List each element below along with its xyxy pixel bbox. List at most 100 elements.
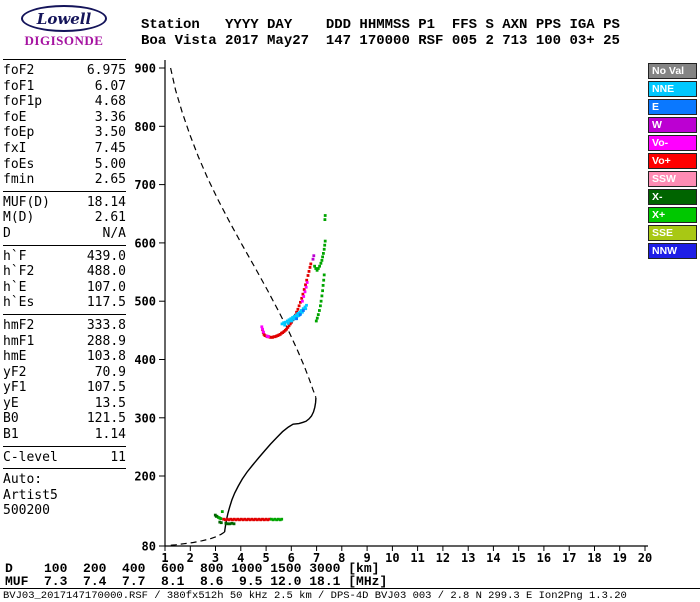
svg-text:80: 80	[142, 540, 156, 554]
svg-text:5: 5	[262, 551, 269, 565]
param-row-b1: B1 1.14	[3, 427, 126, 443]
param-separator	[3, 445, 126, 447]
param-row-fxi: fxI 7.45	[3, 141, 126, 157]
trace-Es-trace-O-mode	[222, 517, 271, 522]
param-label: C-level	[3, 449, 58, 465]
legend-item-no-val: No Val	[648, 63, 697, 79]
legend-item-x-: X-	[648, 189, 697, 205]
svg-text:700: 700	[134, 178, 156, 192]
legend-item-vo-: Vo-	[648, 135, 697, 151]
logo-product: DIGISONDE	[24, 33, 104, 48]
param-value: 6.07	[94, 78, 126, 94]
param-separator	[3, 59, 126, 60]
svg-text:200: 200	[134, 470, 156, 484]
legend-label: X-	[652, 191, 663, 203]
svg-text:14: 14	[486, 551, 500, 565]
legend-label: Vo-	[652, 137, 669, 149]
svg-text:8: 8	[338, 551, 345, 565]
topside-model-dashed	[170, 67, 317, 399]
param-label: foEp	[3, 125, 35, 141]
footer-divider	[0, 588, 700, 589]
param-label: foE	[3, 109, 27, 125]
svg-text:16: 16	[537, 551, 551, 565]
legend-label: SSW	[652, 173, 676, 185]
logo-name: Lowell	[36, 9, 92, 28]
param-row-500200: 500200	[3, 503, 126, 519]
param-value: 288.9	[86, 333, 126, 349]
param-value: 13.5	[94, 395, 126, 411]
svg-text:500: 500	[134, 295, 156, 309]
param-label: yE	[3, 395, 19, 411]
trace-F-trace-doppler-neg	[260, 281, 309, 339]
param-label: 500200	[3, 503, 50, 519]
param-row-auto: Auto:	[3, 472, 126, 488]
trace-F-trace-W-points	[311, 254, 316, 261]
param-label: fmin	[3, 172, 35, 188]
param-label: h`E	[3, 279, 27, 295]
legend-item-nne: NNE	[648, 81, 697, 97]
distance-row: D 100 200 400 600 800 1000 1500 3000 [km…	[5, 561, 380, 576]
status-line: BVJ03_2017147170000.RSF / 380fx512h 50 k…	[3, 590, 627, 602]
param-label: h`F	[3, 248, 27, 264]
legend-item-nnw: NNW	[648, 243, 697, 259]
svg-text:1: 1	[161, 551, 168, 565]
svg-text:400: 400	[134, 353, 156, 367]
axes	[164, 60, 648, 547]
param-label: hmF1	[3, 333, 35, 349]
legend-label: NNE	[652, 83, 675, 95]
param-row-foes: foEs 5.00	[3, 157, 126, 173]
param-row-clevel: C-level 11	[3, 450, 126, 466]
param-separator	[3, 190, 126, 192]
param-row-ye: yE 13.5	[3, 396, 126, 412]
param-value: 6.975	[86, 63, 126, 78]
bottomside-profile-solid	[223, 397, 317, 533]
param-row-foep: foEp 3.50	[3, 125, 126, 141]
param-value: 1.14	[94, 427, 126, 443]
param-label: Artist5	[3, 487, 58, 503]
param-value: 2.65	[94, 172, 126, 188]
param-row-hme: hmE 103.8	[3, 349, 126, 365]
param-row-yf1: yF1 107.5	[3, 380, 126, 396]
param-value: 3.36	[94, 109, 126, 125]
svg-text:15: 15	[511, 551, 525, 565]
param-value: 103.8	[86, 349, 126, 365]
param-row-hmf1: hmF1 288.9	[3, 334, 126, 350]
param-row-mufd: MUF(D) 18.14	[3, 195, 126, 211]
legend-item-e: E	[648, 99, 697, 115]
legend-label: E	[652, 101, 660, 113]
param-label: yF1	[3, 380, 27, 396]
svg-text:20: 20	[638, 551, 652, 565]
svg-text:19: 19	[612, 551, 626, 565]
param-value: 18.14	[86, 194, 126, 210]
svg-text:800: 800	[134, 120, 156, 134]
legend-label: No Val	[652, 65, 685, 77]
param-value: 5.00	[94, 156, 126, 172]
param-label: yF2	[3, 364, 27, 380]
param-value: 117.5	[86, 295, 126, 311]
legend-label: X+	[652, 209, 666, 221]
param-value: N/A	[102, 225, 126, 241]
param-row-fmin: fmin 2.65	[3, 172, 126, 188]
x-ticks: 1 2 3 4 5 6 7 8 9 10 11 12 13 14 15 16 17 18 19 20	[161, 546, 652, 565]
param-separator	[3, 468, 126, 470]
trace-F-trace-X-mode	[313, 214, 327, 323]
legend-label: W	[652, 119, 662, 131]
param-label: fxI	[3, 140, 27, 156]
trace-drift-NNE-points	[280, 303, 308, 327]
param-row-fof1p: foF1p 4.68	[3, 94, 126, 110]
param-label: B1	[3, 427, 19, 443]
sub-E-model-dashed	[168, 531, 225, 546]
param-row-he: h`E 107.0	[3, 280, 126, 296]
param-value: 7.45	[94, 140, 126, 156]
param-row-d: D N/A	[3, 226, 126, 242]
param-label: B0	[3, 411, 19, 427]
param-row-md: M(D) 2.61	[3, 210, 126, 226]
param-row-hf2: h`F2 488.0	[3, 264, 126, 280]
param-label: MUF(D)	[3, 194, 50, 210]
param-value: 70.9	[94, 364, 126, 380]
svg-text:18: 18	[587, 551, 601, 565]
param-value: 107.0	[86, 279, 126, 295]
logo-oval: Lowell	[21, 5, 107, 32]
param-row-foe: foE 3.36	[3, 110, 126, 126]
